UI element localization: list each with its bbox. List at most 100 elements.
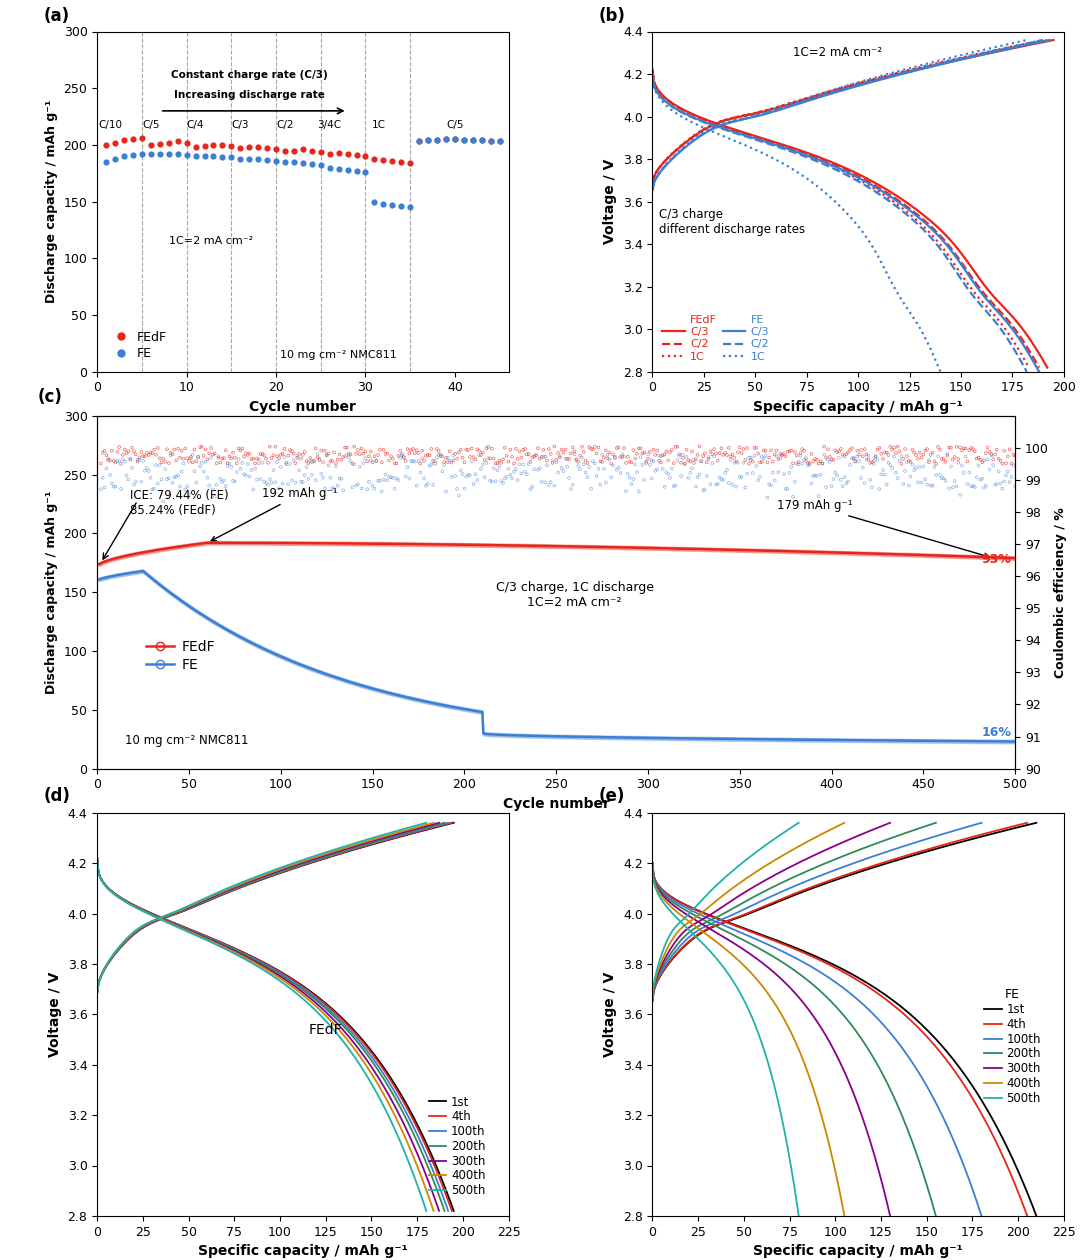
Point bbox=[886, 447, 903, 467]
Point bbox=[648, 459, 665, 479]
Point bbox=[191, 456, 208, 476]
Point bbox=[728, 476, 745, 496]
Point bbox=[374, 481, 391, 501]
Point bbox=[252, 469, 269, 489]
Point bbox=[843, 449, 861, 469]
Point bbox=[771, 449, 788, 469]
Point bbox=[935, 449, 953, 469]
Point bbox=[222, 136, 240, 156]
Point bbox=[889, 436, 906, 456]
Point bbox=[480, 437, 497, 457]
Point bbox=[445, 445, 462, 465]
Point bbox=[122, 449, 139, 469]
Point bbox=[476, 450, 494, 470]
Point bbox=[165, 440, 183, 460]
Point bbox=[643, 451, 660, 471]
Point bbox=[878, 442, 895, 462]
Point bbox=[721, 450, 739, 470]
Point bbox=[875, 449, 892, 469]
Point bbox=[496, 437, 513, 457]
Point bbox=[348, 444, 365, 464]
Point bbox=[217, 476, 234, 496]
Point bbox=[96, 441, 113, 461]
Point bbox=[573, 447, 591, 467]
Point bbox=[219, 456, 237, 476]
Point bbox=[762, 440, 780, 460]
Point bbox=[961, 462, 978, 483]
Point bbox=[392, 152, 409, 173]
Point bbox=[269, 452, 286, 472]
Point bbox=[663, 440, 680, 460]
Point bbox=[261, 469, 279, 489]
Point bbox=[854, 446, 872, 466]
Point bbox=[685, 450, 702, 470]
Point bbox=[773, 445, 791, 465]
Point bbox=[186, 461, 203, 481]
Point bbox=[939, 444, 956, 464]
Point bbox=[760, 447, 778, 467]
Point bbox=[678, 447, 696, 467]
Point bbox=[177, 479, 194, 499]
Point bbox=[828, 442, 846, 462]
Point bbox=[116, 130, 133, 150]
Point bbox=[933, 449, 950, 469]
Point bbox=[483, 438, 500, 459]
Point bbox=[391, 441, 408, 461]
Text: C/5: C/5 bbox=[446, 120, 463, 130]
Point bbox=[482, 470, 499, 490]
Point bbox=[417, 446, 434, 466]
Point bbox=[599, 449, 617, 469]
Point bbox=[272, 457, 289, 478]
Point bbox=[564, 437, 581, 457]
Point bbox=[765, 451, 782, 471]
Point bbox=[788, 446, 806, 466]
Point bbox=[805, 466, 822, 486]
Point bbox=[447, 466, 464, 486]
Point bbox=[726, 452, 743, 472]
Point bbox=[374, 452, 391, 472]
Point bbox=[205, 146, 222, 166]
Point bbox=[505, 454, 523, 474]
Point bbox=[720, 472, 738, 493]
Point bbox=[577, 450, 594, 470]
Point bbox=[264, 472, 281, 493]
Point bbox=[233, 452, 251, 472]
Point bbox=[603, 467, 620, 488]
Point bbox=[330, 142, 348, 163]
Point bbox=[306, 451, 323, 471]
Point bbox=[175, 449, 192, 469]
Point bbox=[944, 478, 961, 498]
Point bbox=[419, 130, 436, 150]
Point bbox=[883, 440, 901, 460]
Point bbox=[105, 476, 122, 496]
Point bbox=[241, 466, 258, 486]
Point bbox=[116, 146, 133, 166]
Point bbox=[291, 444, 308, 464]
Point bbox=[375, 470, 392, 490]
Point bbox=[894, 449, 912, 469]
Point bbox=[307, 470, 324, 490]
Point bbox=[912, 442, 929, 462]
Point bbox=[427, 451, 444, 471]
Point bbox=[825, 450, 842, 470]
Point bbox=[406, 451, 423, 471]
Point bbox=[351, 456, 368, 476]
Point bbox=[841, 440, 859, 460]
Point bbox=[160, 132, 177, 152]
Point bbox=[129, 450, 146, 470]
Point bbox=[650, 451, 667, 471]
Point bbox=[949, 449, 967, 469]
Point bbox=[395, 447, 413, 467]
Point bbox=[476, 467, 494, 488]
Point bbox=[361, 446, 378, 466]
Point bbox=[524, 447, 541, 467]
Point bbox=[968, 449, 985, 469]
Point bbox=[337, 437, 354, 457]
Point bbox=[597, 472, 615, 493]
Point bbox=[375, 150, 392, 170]
Point bbox=[788, 454, 806, 474]
Point bbox=[259, 452, 276, 472]
Point bbox=[710, 474, 727, 494]
Point bbox=[386, 479, 403, 499]
Point bbox=[96, 478, 113, 498]
